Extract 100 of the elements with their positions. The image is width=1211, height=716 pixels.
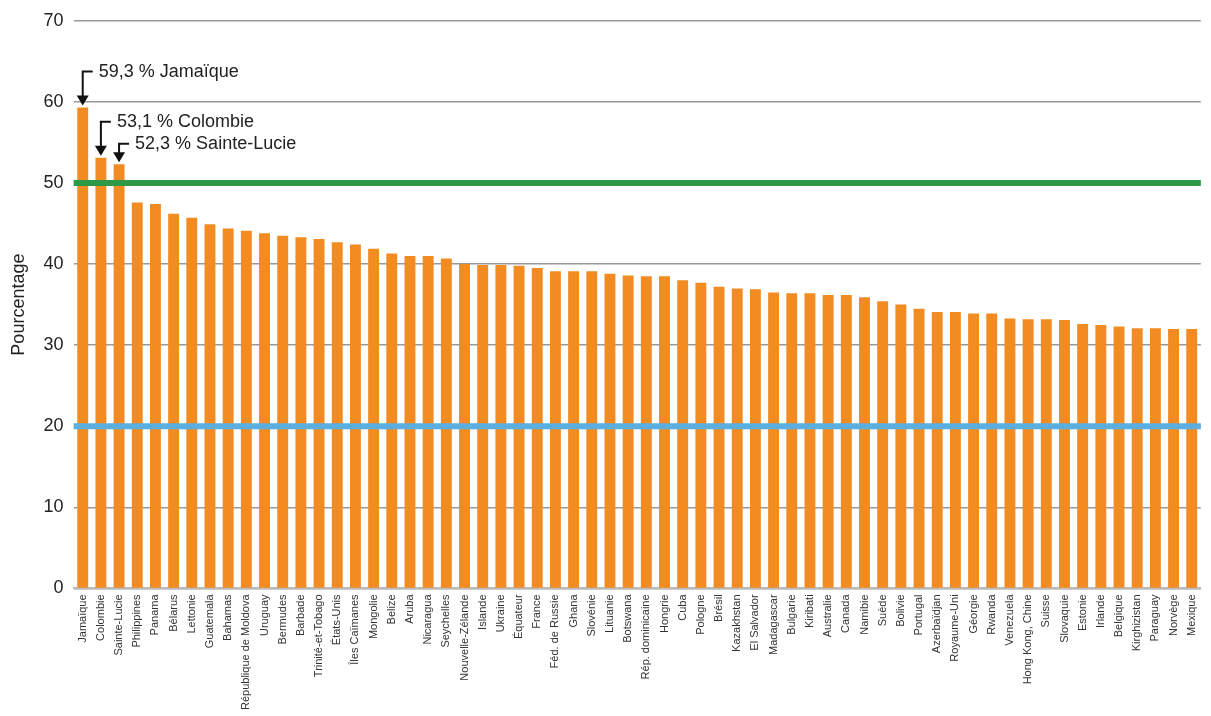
- bar: [968, 313, 980, 588]
- bar: [822, 294, 834, 588]
- x-tick-label: Barbade: [293, 594, 306, 637]
- bar: [1186, 328, 1198, 588]
- y-tick-label: 60: [43, 90, 64, 111]
- bar: [386, 253, 398, 588]
- bar: [677, 280, 689, 588]
- x-tick-label: Trinité-et-Tobago: [312, 594, 325, 678]
- x-tick-label: Slovaquie: [1057, 594, 1070, 643]
- x-tick-label: Bélarus: [166, 593, 179, 632]
- x-tick-label: Ghana: [566, 593, 579, 628]
- x-tick-label: Bermudes: [275, 593, 288, 645]
- bar: [1095, 324, 1107, 588]
- bar: [568, 271, 580, 588]
- x-tick-label: Norvège: [1166, 594, 1179, 636]
- bar: [1077, 324, 1089, 588]
- bar: [440, 258, 452, 588]
- bar: [1131, 328, 1143, 588]
- bar: [986, 313, 998, 588]
- x-tick-label: Kirghizistan: [1130, 594, 1143, 652]
- bar: [859, 297, 870, 588]
- x-tick-label: Paraguay: [1148, 593, 1161, 642]
- x-tick-label: Kazakhstan: [730, 594, 743, 652]
- x-tick-label: El Salvador: [748, 594, 761, 651]
- y-tick-label: 70: [43, 9, 64, 30]
- x-tick-label: Sainte-Lucie: [112, 594, 125, 656]
- x-tick-label: Australie: [821, 594, 834, 638]
- annotation: 59,3 % Jamaïque: [98, 60, 239, 81]
- bar: [895, 304, 907, 588]
- bar: [804, 293, 816, 588]
- bar: [640, 276, 652, 588]
- bar: [313, 238, 325, 588]
- bar: [477, 264, 489, 588]
- y-tick-label: 20: [43, 415, 64, 436]
- bar: [331, 242, 343, 588]
- x-tick-label: Suède: [875, 594, 888, 627]
- x-tick-label: Canada: [839, 593, 852, 633]
- x-tick-label: Venezuela: [1002, 593, 1015, 646]
- x-tick-label: Seychelles: [439, 593, 452, 648]
- x-tick-label: Irlande: [1093, 594, 1106, 629]
- x-tick-label: Bolivie: [893, 594, 906, 627]
- x-tick-label: Féd. de Russie: [548, 594, 561, 669]
- x-tick-label: Botswana: [621, 593, 634, 643]
- x-tick-label: Équateur: [512, 594, 525, 640]
- x-tick-label: Ukraine: [493, 594, 506, 633]
- x-tick-label: Brésil: [712, 594, 725, 622]
- x-tick-label: Pologne: [693, 594, 706, 635]
- y-tick-label: 0: [53, 577, 64, 598]
- y-tick-label: 50: [43, 171, 64, 192]
- bar: [695, 282, 707, 588]
- x-tick-label: Guatemala: [203, 593, 216, 649]
- x-tick-label: Hongrie: [657, 594, 670, 633]
- bar: [259, 233, 270, 588]
- bar: [531, 268, 543, 588]
- bar: [513, 265, 525, 588]
- x-tick-label: Madagascar: [766, 594, 779, 655]
- bar: [604, 273, 616, 588]
- x-tick-label: Bulgarie: [784, 594, 797, 635]
- x-tick-label: République de Moldova: [239, 593, 252, 711]
- bar: [1113, 326, 1125, 588]
- x-tick-label: Islande: [475, 594, 488, 630]
- bar: [877, 301, 889, 588]
- bar: [1168, 328, 1180, 588]
- x-tick-label: Hong Kong, Chine: [1021, 594, 1034, 685]
- bar: [931, 311, 943, 588]
- bar: [368, 248, 380, 588]
- bar: [404, 255, 416, 588]
- bar: [295, 237, 307, 588]
- bar: [1059, 320, 1070, 588]
- x-tick-label: Belize: [384, 594, 397, 625]
- bar: [749, 289, 761, 588]
- bar: [495, 264, 507, 588]
- x-tick-label: Géorgie: [966, 594, 979, 634]
- x-tick-label: Rép. dominicaine: [639, 594, 652, 680]
- x-tick-label: Mongolie: [366, 594, 379, 640]
- bar: [459, 264, 470, 588]
- bar: [949, 311, 961, 588]
- bar: [349, 244, 361, 588]
- bar: [731, 288, 743, 588]
- bar: [1149, 328, 1161, 588]
- y-tick-label: 30: [43, 334, 64, 355]
- x-tick-label: Slovénie: [584, 594, 597, 637]
- bar: [186, 217, 198, 588]
- bar: [131, 202, 143, 588]
- x-tick-label: Lituanie: [602, 594, 615, 633]
- x-tick-label: Cuba: [675, 593, 688, 621]
- bar: [422, 255, 434, 588]
- bar: [1022, 319, 1034, 588]
- bar: [913, 308, 925, 588]
- x-tick-label: Îles Caïmanes: [348, 593, 361, 666]
- x-tick-label: Azerbaïdjan: [930, 594, 943, 654]
- x-tick-label: Portugal: [912, 594, 925, 636]
- bar: [768, 292, 780, 588]
- x-tick-label: Aruba: [403, 593, 415, 624]
- x-tick-label: Belgique: [1112, 594, 1125, 638]
- x-tick-label: Uruguay: [257, 593, 270, 636]
- x-tick-label: Philippines: [130, 593, 143, 648]
- x-tick-label: Panama: [148, 593, 161, 636]
- bar: [149, 204, 161, 588]
- bar: [168, 213, 180, 588]
